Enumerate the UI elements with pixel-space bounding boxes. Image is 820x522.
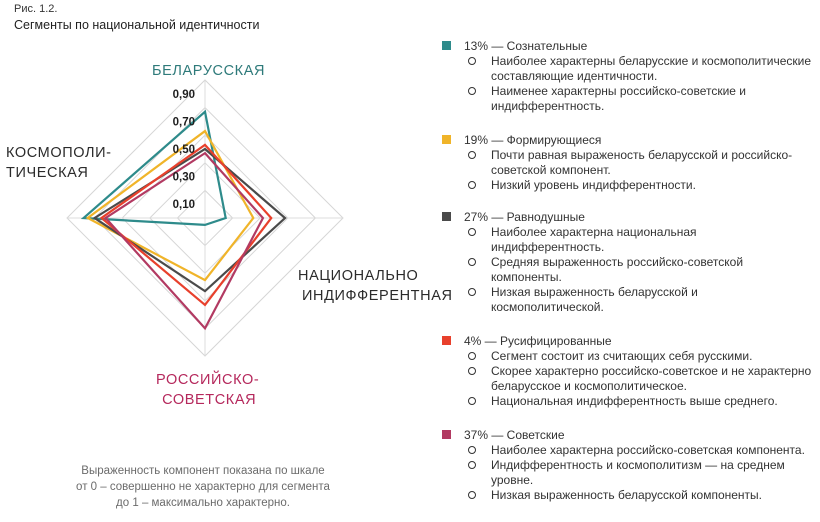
figure-title: Сегменты по национальной идентичности (14, 18, 260, 32)
legend-item: Низкая выраженность беларусской и космоп… (440, 285, 812, 315)
axis-label-cosmopolitan-line1: КОСМОПОЛИ- (6, 145, 112, 161)
bullet-circle-icon (468, 228, 476, 236)
legend-segment-forming: 19% — Формирующиеся Почти равная выражен… (440, 132, 812, 193)
figure-label: Рис. 1.2. (14, 3, 58, 15)
legend-header-text: 13% — Сознательные (464, 39, 588, 53)
bullet-circle-icon (468, 288, 476, 296)
legend-swatch (442, 212, 451, 221)
legend-item: Наименее характерны российско-советские … (440, 84, 812, 114)
legend-segment-conscious: 13% — Сознательные Наиболее характерны б… (440, 38, 812, 114)
legend-header-text: 27% — Равнодушные (464, 210, 585, 224)
series-polygon (80, 109, 227, 227)
axis-label-belarusian: БЕЛАРУССКАЯ (152, 63, 266, 79)
legend-item: Средняя выраженность российско-советской… (440, 255, 812, 285)
legend-header: 13% — Сознательные (440, 38, 812, 54)
tick-label: 0,90 (173, 89, 195, 101)
legend-item-text: Наиболее характерна российско-советская … (491, 443, 805, 457)
scale-note-line3: до 1 – максимально характерно. (116, 497, 290, 509)
legend-item-text: Наименее характерны российско-советские … (491, 84, 746, 113)
legend-item: Национальная индифферентность выше средн… (440, 394, 812, 409)
legend-item-text: Низкая выраженность беларусской компонен… (491, 488, 763, 502)
legend-item: Низкая выраженность беларусской компонен… (440, 488, 812, 503)
tick-label: 0,70 (173, 116, 195, 128)
axis-label-russian-soviet-line2: СОВЕТСКАЯ (162, 392, 257, 408)
legend-item-text: Индифферентность и космополитизм — на ср… (491, 458, 785, 487)
legend-item: Наиболее характерна российско-советская … (440, 443, 812, 458)
legend-item-text: Низкий уровень индифферентности. (491, 178, 696, 192)
scale-note-line2: от 0 – совершенно не характерно для сегм… (76, 481, 330, 493)
bullet-circle-icon (468, 151, 476, 159)
legend-item: Сегмент состоит из считающих себя русски… (440, 349, 812, 364)
bullet-circle-icon (468, 181, 476, 189)
legend-swatch (442, 336, 451, 345)
legend-item: Наиболее характерны беларусские и космоп… (440, 54, 812, 84)
legend-header-text: 37% — Советские (464, 428, 565, 442)
series-polygon (99, 143, 273, 307)
legend-item: Скорее характерно российско-советское и … (440, 364, 812, 394)
legend-item-text: Низкая выраженность беларусской и космоп… (491, 285, 698, 314)
legend-item: Индифферентность и космополитизм — на ср… (440, 458, 812, 488)
legend-swatch (442, 41, 451, 50)
bullet-circle-icon (468, 87, 476, 95)
legend-item: Почти равная выраженость беларусской и р… (440, 148, 812, 178)
legend-item: Низкий уровень индифферентности. (440, 178, 812, 193)
bullet-circle-icon (468, 446, 476, 454)
bullet-circle-icon (468, 461, 476, 469)
bullet-circle-icon (468, 57, 476, 65)
radar-chart: 0,90 0,70 0,50 0,30 0,10 (66, 79, 344, 357)
legend-header: 19% — Формирующиеся (440, 132, 812, 148)
legend-header: 4% — Русифицированные (440, 333, 812, 349)
axis-label-cosmopolitan: КОСМОПОЛИ- ТИЧЕСКАЯ (6, 143, 112, 183)
scale-note-line1: Выраженность компонент показана по шкале (81, 465, 325, 477)
legend-item: Наиболее характерна национальная индиффе… (440, 225, 812, 255)
axis-label-national-indifferent-line2: ИНДИФФЕРЕНТНАЯ (302, 288, 453, 304)
legend-item-text: Наиболее характерна национальная индиффе… (491, 225, 697, 254)
tick-label: 0,50 (173, 144, 195, 156)
legend-item-text: Скорее характерно российско-советское и … (491, 364, 812, 393)
tick-label: 0,30 (173, 172, 195, 184)
axis-label-russian-soviet-line1: РОССИЙСКО- (156, 372, 260, 388)
legend-segment-russified: 4% — Русифицированные Сегмент состоит из… (440, 333, 812, 409)
bullet-circle-icon (468, 367, 476, 375)
axis-label-russian-soviet: РОССИЙСКО- СОВЕТСКАЯ (156, 370, 259, 410)
legend-segment-soviet: 37% — Советские Наиболее характерна росс… (440, 427, 812, 503)
axis-label-national-indifferent: НАЦИОНАЛЬНО ИНДИФФЕРЕНТНАЯ (298, 266, 453, 306)
legend-header: 27% — Равнодушные (440, 209, 812, 225)
legend-header-text: 19% — Формирующиеся (464, 133, 602, 147)
legend-segment-indifferent: 27% — Равнодушные Наиболее характерна на… (440, 209, 812, 315)
bullet-circle-icon (468, 397, 476, 405)
legend-header: 37% — Советские (440, 427, 812, 443)
legend-item-text: Сегмент состоит из считающих себя русски… (491, 349, 753, 363)
tick-label: 0,10 (173, 199, 195, 211)
legend-header-text: 4% — Русифицированные (464, 334, 612, 348)
legend-swatch (442, 430, 451, 439)
axis-label-cosmopolitan-line2: ТИЧЕСКАЯ (6, 165, 89, 181)
bullet-circle-icon (468, 491, 476, 499)
legend-item-text: Средняя выраженность российско-советской… (491, 255, 744, 284)
axis-label-national-indifferent-line1: НАЦИОНАЛЬНО (298, 268, 419, 284)
series-polygon (103, 151, 265, 331)
bullet-circle-icon (468, 352, 476, 360)
legend-swatch (442, 135, 451, 144)
bullet-circle-icon (468, 258, 476, 266)
legend-item-text: Почти равная выраженость беларусской и р… (491, 148, 793, 177)
legend-item-text: Национальная индифферентность выше средн… (491, 394, 778, 408)
legend-item-text: Наиболее характерны беларусские и космоп… (491, 54, 812, 83)
scale-note: Выраженность компонент показана по шкале… (48, 463, 358, 511)
series-polygon (92, 147, 287, 293)
